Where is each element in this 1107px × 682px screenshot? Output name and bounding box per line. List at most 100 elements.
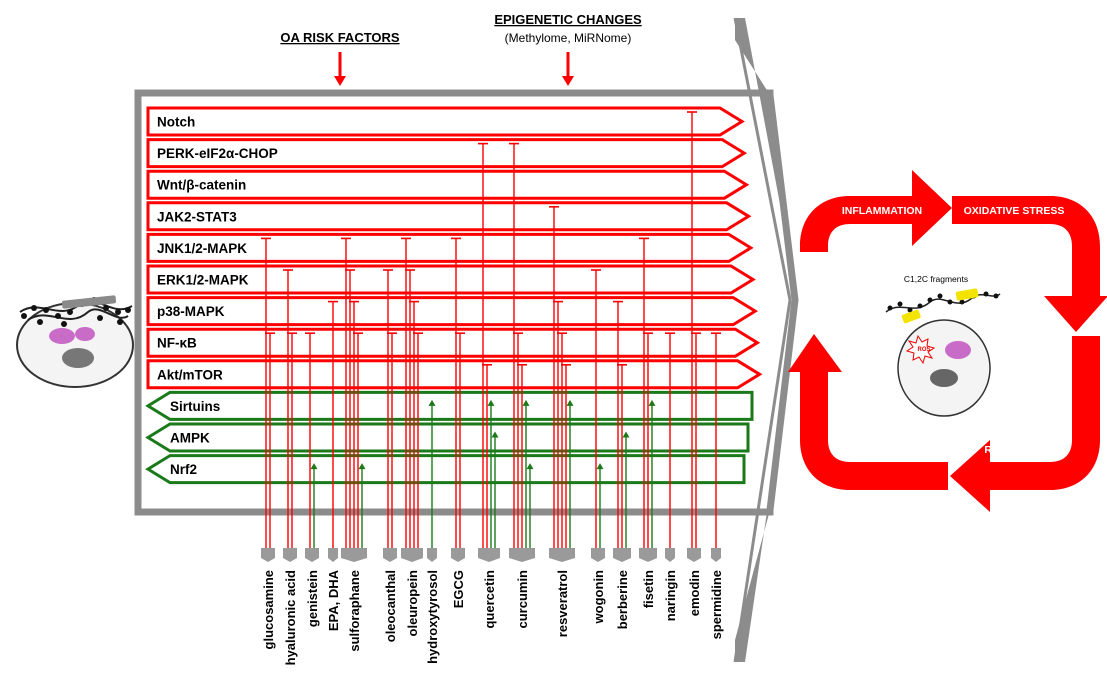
pathway-box xyxy=(146,264,756,295)
pathway-erk1-2-mapk: ERK1/2-MAPK xyxy=(146,264,756,295)
signaling-frame xyxy=(134,17,799,663)
activation-arrowhead xyxy=(648,399,656,406)
pathway-label: Sirtuins xyxy=(170,399,220,414)
pathway-box xyxy=(146,232,754,263)
pathway-jak2-stat3: JAK2-STAT3 xyxy=(146,201,752,232)
cycle-arrow-right xyxy=(952,196,1107,332)
pathway-jnk1-2-mapk: JNK1/2-MAPK xyxy=(146,232,754,263)
ros-burst-icon xyxy=(905,334,936,365)
compound-sulforaphane: sulforaphane xyxy=(341,237,367,652)
pathway-label: ERK1/2-MAPK xyxy=(157,273,249,288)
fragments-label: C1,2C fragments xyxy=(904,274,968,284)
compound-label: glucosamine xyxy=(261,570,276,649)
compound-tab xyxy=(613,548,631,562)
compound-emodin: emodin xyxy=(687,111,702,616)
cell-organelle xyxy=(75,327,95,341)
compound-tab xyxy=(261,548,275,562)
senescent-cell-organelle xyxy=(945,341,971,359)
pathway-box xyxy=(145,422,750,453)
pathway-perk-eif2-chop: PERK-eIF2α-CHOP xyxy=(146,138,748,169)
pathway-label: JAK2-STAT3 xyxy=(157,209,237,224)
risk-factors-down-arrow xyxy=(334,52,346,86)
compound-tab xyxy=(509,548,535,562)
activation-arrowhead xyxy=(566,399,574,406)
compound-tab xyxy=(401,548,423,562)
compound-quercetin: quercetin xyxy=(478,142,500,629)
compound-tab xyxy=(711,548,721,562)
compound-egcg: EGCG xyxy=(451,237,466,608)
compound-label: EGCG xyxy=(451,570,466,608)
chondrocyte-cell-illustration xyxy=(16,295,134,388)
collagen-bar xyxy=(61,295,117,309)
pathway-wnt-catenin: Wnt/β-catenin xyxy=(146,169,750,200)
pathway-label: Akt/mTOR xyxy=(157,367,223,382)
compound-resveratrol: resveratrol xyxy=(549,206,575,637)
cycle-arrows xyxy=(788,170,1107,512)
compound-oleocanthal: oleocanthal xyxy=(383,269,398,642)
activation-arrowhead xyxy=(596,463,604,470)
compound-curcumin: curcumin xyxy=(509,142,535,629)
compound-wogonin: wogonin xyxy=(591,269,606,624)
pathway-p38-mapk: p38-MAPK xyxy=(146,296,759,327)
pathway-sirtuins: Sirtuins xyxy=(145,390,754,421)
pathway-label: AMPK xyxy=(170,431,210,446)
pathway-nrf2: Nrf2 xyxy=(145,454,746,485)
compound-label: hydroxytyrosol xyxy=(425,570,440,664)
pathway-label: Wnt/β-catenin xyxy=(157,178,246,193)
compound-tab xyxy=(591,548,605,562)
compound-naringin: naringin xyxy=(663,332,678,621)
senescent-cell-nucleus xyxy=(930,369,958,387)
compound-label: naringin xyxy=(663,570,678,621)
compound-label: curcumin xyxy=(515,570,530,629)
oa-risk-factors-label: OA RISK FACTORS xyxy=(280,30,400,45)
compound-tab xyxy=(383,548,397,562)
compound-tab xyxy=(341,548,367,562)
frame-tip-top xyxy=(733,17,792,301)
pathway-nf-b: NF-κB xyxy=(146,327,761,358)
compound-label: emodin xyxy=(687,570,702,616)
pathway-box xyxy=(146,138,748,169)
activation-arrowhead xyxy=(310,463,318,470)
compound-fisetin: fisetin xyxy=(639,237,657,608)
compound-label: oleocanthal xyxy=(383,570,398,642)
cell-nucleus xyxy=(62,348,94,368)
oa-cycle: INFLAMMATION OXIDATIVE STRESS ECM REMODEL… xyxy=(788,170,1107,512)
compound-label: sulforaphane xyxy=(347,570,362,652)
senescent-cell-illustration: ROS C1,2C fragments xyxy=(885,274,1001,417)
pathway-label: JNK1/2-MAPK xyxy=(157,241,247,256)
compound-tab xyxy=(549,548,575,562)
header: OA RISK FACTORS EPIGENETIC CHANGES (Meth… xyxy=(280,12,642,86)
pathway-label: Nrf2 xyxy=(170,462,197,477)
compound-label: fisetin xyxy=(641,570,656,608)
compound-glucosamine: glucosamine xyxy=(261,237,276,649)
pathway-box xyxy=(146,296,759,327)
frame-tip-bottom xyxy=(733,299,792,663)
epigenetic-down-arrow xyxy=(562,52,574,86)
ros-label: ROS xyxy=(917,347,930,353)
pathway-ampk: AMPK xyxy=(145,422,750,453)
cycle-arrow-top xyxy=(800,170,952,252)
activation-arrowhead xyxy=(522,399,530,406)
pathway-notch: Notch xyxy=(146,106,745,137)
compound-tab xyxy=(687,548,701,562)
epigenetic-subtitle: (Methylome, MiRNome) xyxy=(505,31,632,45)
pathway-box xyxy=(146,169,750,200)
compound-tab xyxy=(451,548,465,562)
compound-label: spermidine xyxy=(709,570,724,639)
pathway-label: Notch xyxy=(157,115,195,130)
cycle-label-ecm-remodeling: ECM REMODELING xyxy=(984,431,1055,456)
compound-tab xyxy=(328,548,338,562)
compound-label: wogonin xyxy=(591,570,606,624)
pathway-box xyxy=(145,390,754,421)
pathway-box xyxy=(146,201,752,232)
activation-arrowhead xyxy=(622,431,630,438)
compound-epa-dha: EPA, DHA xyxy=(326,300,341,631)
pathway-box xyxy=(146,359,763,390)
compound-label: EPA, DHA xyxy=(326,569,341,631)
fragment-yellow xyxy=(901,309,921,324)
compound-tab xyxy=(665,548,675,562)
compound-label: oleuropein xyxy=(405,570,420,637)
compound-label: genistein xyxy=(305,570,320,627)
compound-tab xyxy=(639,548,657,562)
